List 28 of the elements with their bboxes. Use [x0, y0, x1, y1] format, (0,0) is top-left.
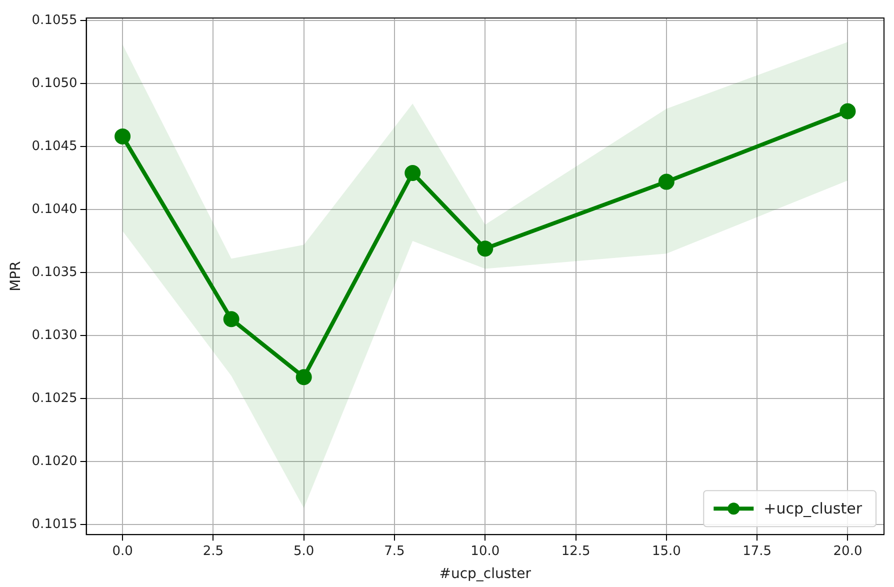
y-tick-label: 0.1055 — [32, 12, 78, 28]
x-tick-label: 10.0 — [470, 544, 500, 559]
point — [404, 164, 421, 181]
y-tick-label: 0.1020 — [32, 454, 78, 469]
y-tick-label: 0.1040 — [32, 202, 78, 217]
x-tick-label: 5.0 — [294, 544, 314, 559]
x-tick-label: 12.5 — [561, 544, 590, 559]
point — [223, 311, 240, 328]
point — [296, 369, 312, 386]
x-tick-label: 7.5 — [384, 544, 405, 559]
legend-label: +ucp_cluster — [764, 499, 863, 518]
x-tick-label: 15.0 — [652, 544, 681, 559]
y-axis-title: MPR — [8, 260, 24, 292]
y-tick-label: 0.1025 — [32, 390, 78, 406]
point — [658, 174, 674, 190]
y-tick-label: 0.1045 — [32, 138, 78, 154]
x-tick-label: 17.5 — [742, 544, 772, 559]
y-tick-label: 0.1030 — [32, 328, 78, 343]
y-tick-label: 0.1035 — [32, 264, 78, 280]
x-tick-label: 0.0 — [112, 544, 133, 559]
point — [477, 240, 494, 257]
x-tick-label: 2.5 — [202, 544, 224, 559]
y-tick-label: 0.1050 — [32, 76, 78, 91]
point — [114, 128, 131, 144]
point — [840, 103, 856, 120]
x-axis-title: #ucp_cluster — [439, 566, 532, 582]
x-tick-label: 20.0 — [833, 544, 862, 559]
y-tick-label: 0.1015 — [32, 516, 78, 532]
